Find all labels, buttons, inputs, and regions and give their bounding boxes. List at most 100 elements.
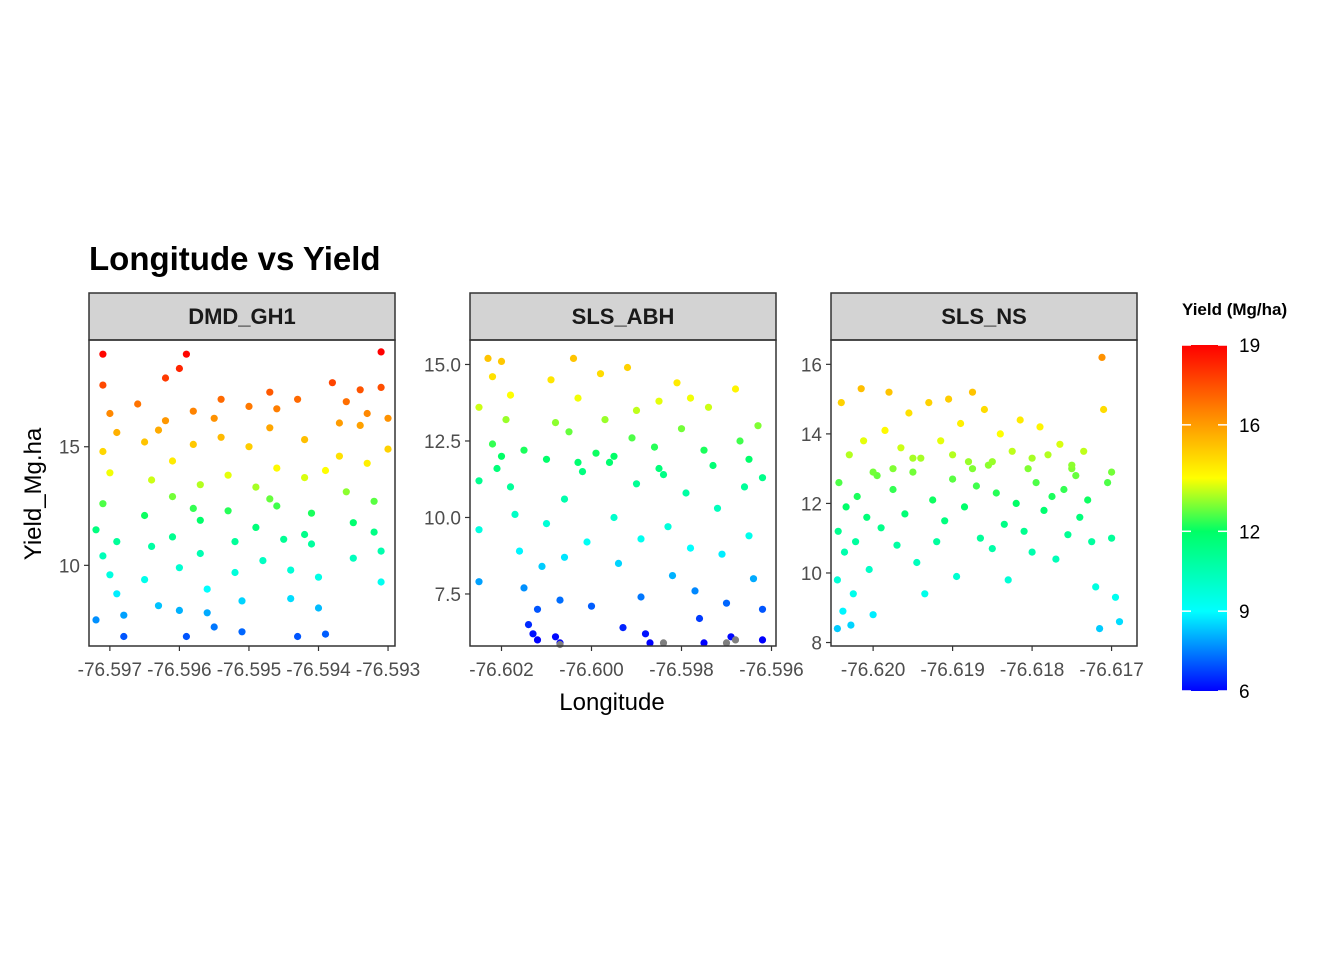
scatter-point [650,443,659,451]
scatter-point [370,528,378,536]
scatter-point [99,552,107,560]
scatter-point [245,443,253,451]
scatter-point [210,414,218,422]
scatter-point [905,409,913,417]
x-tick-label: -76.593 [356,660,420,681]
scatter-point [488,373,497,381]
scatter-point [933,538,941,546]
scatter-point [1016,416,1024,424]
scatter-point [1098,353,1106,361]
scatter-point [210,623,218,631]
scatter-point [901,510,909,518]
scatter-point [1084,496,1092,504]
scatter-point [141,438,149,446]
scatter-point [840,548,849,556]
scatter-point [1040,506,1048,514]
scatter-point [736,437,744,445]
scatter-point [294,395,302,403]
scatter-point [937,437,945,445]
scatter-point [731,385,740,393]
scatter-point [610,452,618,460]
scatter-point [1020,527,1028,535]
x-tick-label: -76.598 [649,660,713,681]
scatter-point [551,633,560,641]
legend-tick-label: 16 [1239,416,1260,437]
scatter-point [161,417,170,425]
scatter-point [632,406,641,414]
scatter-point [538,562,546,571]
scatter-point [356,421,364,429]
facet-strip [469,292,777,341]
scatter-point [709,461,717,470]
scatter-points [92,348,392,641]
scatter-point [837,399,845,407]
scatter-point [921,590,929,598]
scatter-point [266,495,274,503]
scatter-point [342,488,350,496]
scatter-point [664,523,672,531]
scatter-point [925,399,933,407]
scatter-point [869,468,877,476]
scatter-point [691,587,699,595]
panel-border [830,339,1138,647]
scatter-points [475,354,767,649]
scatter-point [377,578,385,586]
scatter-point [889,485,897,494]
scatter-point [1092,583,1100,591]
scatter-point [106,469,114,477]
scatter-point [314,573,323,581]
scatter-point [356,386,364,394]
scatter-point [384,445,392,453]
scatter-point [960,503,969,511]
scatter-point [252,523,260,532]
y-tick-label: 12.5 [424,432,461,453]
scatter-point [839,607,847,615]
scatter-point [673,379,681,387]
scatter-point [120,632,128,641]
scatter-point [266,388,274,396]
scatter-point [484,354,492,362]
scatter-point [161,374,170,382]
scatter-point [189,504,197,512]
scatter-point [893,541,901,549]
scatter-point [533,636,542,644]
scatter-point [113,538,121,546]
scatter-point [1052,555,1060,563]
scatter-point [280,535,288,543]
legend-title: Yield (Mg/ha) [1182,300,1287,319]
scatter-point [349,554,357,562]
scatter-point [92,616,100,624]
scatter-point [245,402,253,410]
scatter-point [384,414,392,422]
scatter-point [154,426,163,434]
scatter-point [542,455,551,463]
scatter-point [972,482,981,490]
scatter-point [524,621,533,629]
facet-panel-sls-ns: SLS_NS -76.620 -76.619 -76.618 -76.617 8 10 12 1… [801,292,1144,681]
x-tick-label: -76.617 [1079,660,1143,681]
scatter-point [175,364,183,373]
scatter-point [1028,454,1036,462]
scatter-point [168,533,177,541]
scatter-point [106,409,114,418]
scatter-point [497,357,506,365]
scatter-point [301,530,309,539]
scatter-point [1068,461,1076,469]
x-tick-label: -76.594 [286,660,351,681]
scatter-point [148,542,156,551]
scatter-point [637,535,645,543]
scatter-point [1032,479,1040,487]
scatter-point [475,526,483,534]
scatter-point [865,565,873,574]
facet-panel-dmd-gh1: DMD_GH1 -76.597 -76.596 -76.595 -76.594 -76.5… [59,292,420,681]
color-legend: Yield (Mg/ha) 19 16 12 9 6 [1182,300,1287,703]
scatter-point [370,497,378,505]
facet-panel-sls-abh: SLS_ABH -76.602 -76.600 -76.598 -76.596 7.5 10… [424,292,804,681]
scatter-points [833,353,1124,633]
scatter-point [686,394,695,402]
scatter-point [745,532,753,540]
scatter-point [99,381,107,389]
scatter-point [1056,440,1064,448]
scatter-point [196,549,204,558]
scatter-point [1028,548,1036,556]
